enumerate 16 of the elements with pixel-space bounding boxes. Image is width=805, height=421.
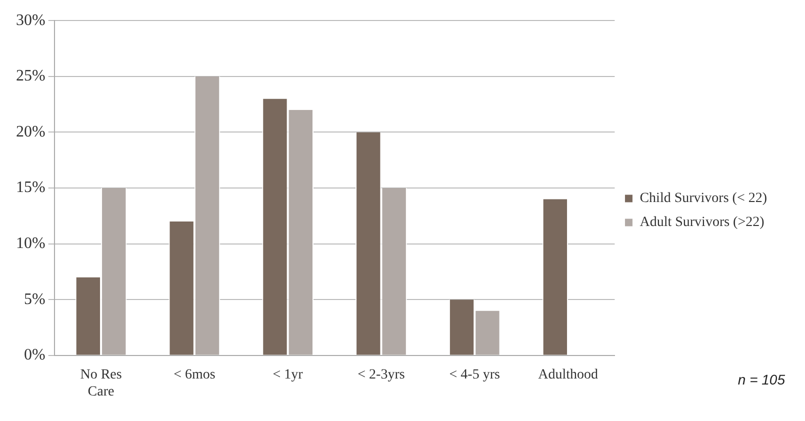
x-tick-label: < 4-5 yrs	[449, 367, 500, 382]
y-tick-label: 5%	[24, 290, 46, 308]
legend-label: Child Survivors (< 22)	[640, 191, 768, 206]
x-tick-label: No Res Care	[80, 367, 122, 400]
y-tick-label: 25%	[16, 68, 46, 85]
y-tick-label: 10%	[16, 235, 46, 252]
y-tick-label: 30%	[16, 12, 46, 29]
y-tick-label: 0%	[24, 346, 46, 364]
text: n = 105	[738, 371, 786, 388]
x-tick-label: < 2-3yrs	[358, 367, 405, 382]
x-tick-label: < 1yr	[272, 367, 304, 382]
y-tick-label: 20%	[16, 123, 46, 140]
legend-label: Adult Survivors (>22)	[640, 215, 765, 230]
x-tick-label: < 6mos	[174, 367, 216, 382]
y-tick-label: 15%	[16, 179, 46, 196]
x-tick-label: Adulthood	[538, 367, 598, 382]
